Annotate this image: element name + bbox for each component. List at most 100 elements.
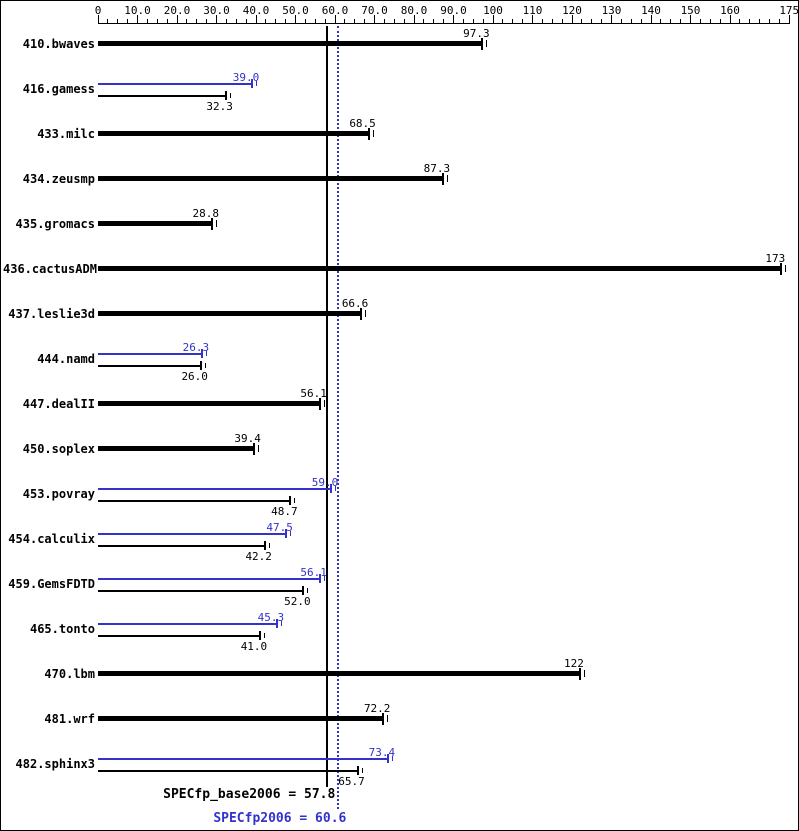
axis-tick-major — [788, 15, 790, 23]
axis-tick-minor — [166, 19, 168, 23]
axis-baseline — [98, 23, 791, 24]
bar-run-tick — [205, 351, 207, 356]
axis-tick-major — [334, 15, 336, 23]
benchmark-label: 435.gromacs — [15, 217, 95, 231]
axis-tick-label: 90.0 — [440, 4, 467, 17]
axis-tick-minor — [561, 19, 563, 23]
axis-tick-minor — [541, 19, 543, 23]
peak-mean-label: SPECfp2006 = 60.6 — [213, 811, 347, 826]
axis-tick-label: 10.0 — [124, 4, 151, 17]
base-bar — [98, 716, 384, 721]
base-value-label: 122 — [563, 657, 584, 670]
bar-run-tick — [785, 265, 787, 272]
bar-end-cap — [210, 218, 213, 230]
axis-tick-major — [492, 15, 494, 23]
base-value-label: 48.7 — [271, 505, 298, 518]
bar-end-cap — [780, 263, 783, 275]
axis-tick-label: 60.0 — [321, 4, 349, 17]
peak-bar — [98, 578, 320, 580]
bar-run-tick — [365, 310, 367, 317]
axis-tick-major — [532, 15, 533, 23]
axis-tick-minor — [265, 19, 267, 23]
axis-tick-minor — [275, 19, 277, 23]
benchmark-label: 459.GemsFDTD — [8, 577, 95, 591]
axis-tick-minor — [522, 19, 524, 23]
benchmark-label: 453.povray — [22, 487, 95, 501]
base-value-label: 39.4 — [234, 432, 261, 445]
axis-tick-minor — [304, 19, 306, 23]
bar-end-cap — [367, 128, 370, 140]
axis-tick-minor — [127, 19, 129, 23]
axis-tick-minor — [403, 19, 405, 23]
base-value-label: 56.1 — [300, 387, 327, 400]
peak-bar — [98, 353, 202, 355]
axis-tick-minor — [186, 19, 188, 23]
bar-end-cap — [481, 38, 484, 50]
axis-tick-minor — [443, 19, 445, 23]
bar-end-cap — [275, 619, 278, 628]
bar-run-tick — [204, 363, 206, 368]
bar-end-cap — [251, 79, 254, 88]
base-bar — [98, 266, 782, 271]
bar-end-cap — [258, 631, 261, 640]
base-value-label: 32.3 — [206, 100, 233, 113]
axis-tick-minor — [245, 19, 247, 23]
benchmark-label: 410.bwaves — [22, 37, 95, 51]
base-bar — [98, 221, 212, 226]
axis-tick-major — [571, 15, 573, 23]
bar-run-tick — [268, 543, 270, 548]
bar-run-tick — [583, 670, 585, 677]
bar-end-cap — [302, 586, 305, 595]
axis-tick-major — [255, 15, 257, 23]
axis-tick-label: 40.0 — [242, 4, 270, 17]
peak-value-label: 39.0 — [232, 71, 260, 84]
base-value-label: 173 — [765, 252, 786, 265]
bar-run-tick — [280, 621, 282, 626]
base-value-label: 41.0 — [240, 640, 268, 653]
base-bar — [98, 446, 254, 451]
peak-bar — [98, 83, 253, 85]
peak-bar — [98, 488, 332, 490]
bar-end-cap — [386, 754, 389, 763]
peak-value-label: 45.3 — [257, 611, 285, 624]
axis-tick-minor — [225, 19, 227, 23]
benchmark-label: 465.tonto — [29, 622, 95, 636]
base-value-label: 26.0 — [181, 370, 208, 383]
base-value-label: 87.3 — [423, 162, 451, 175]
axis-tick-minor — [285, 19, 287, 23]
bar-run-tick — [257, 445, 259, 452]
bar-run-tick — [323, 576, 325, 581]
axis-tick-minor — [601, 19, 603, 23]
bar-run-tick — [372, 130, 374, 137]
base-bar — [98, 590, 304, 592]
peak-bar — [98, 623, 277, 625]
axis-tick-major — [611, 15, 612, 23]
base-mean-label: SPECfp_base2006 = 57.8 — [163, 787, 336, 802]
axis-tick-minor — [739, 19, 741, 23]
base-bar — [98, 365, 201, 367]
axis-tick-minor — [551, 19, 553, 23]
axis-tick-label: 175 — [779, 4, 799, 17]
axis-tick-major — [413, 15, 415, 23]
axis-tick-minor — [364, 19, 366, 23]
bar-end-cap — [360, 308, 363, 320]
bar-run-tick — [289, 531, 291, 536]
axis-tick-major — [295, 15, 296, 23]
axis-tick-major — [374, 15, 375, 23]
base-mean-line — [326, 26, 328, 787]
axis-tick-label: 70.0 — [361, 4, 388, 17]
bar-end-cap — [224, 91, 227, 100]
axis-tick-minor — [778, 19, 780, 23]
axis-tick-minor — [146, 19, 148, 23]
base-value-label: 97.3 — [463, 27, 490, 40]
axis-tick-label: 110 — [522, 4, 543, 17]
axis-tick-minor — [581, 19, 583, 23]
benchmark-label: 470.lbm — [44, 667, 95, 681]
bar-run-tick — [361, 768, 363, 773]
bar-run-tick — [391, 756, 393, 761]
axis-tick-label: 30.0 — [203, 4, 230, 17]
axis-tick-minor — [354, 19, 356, 23]
axis-tick-minor — [769, 19, 770, 23]
axis-tick-label: 20.0 — [163, 4, 191, 17]
bar-end-cap — [199, 361, 202, 370]
